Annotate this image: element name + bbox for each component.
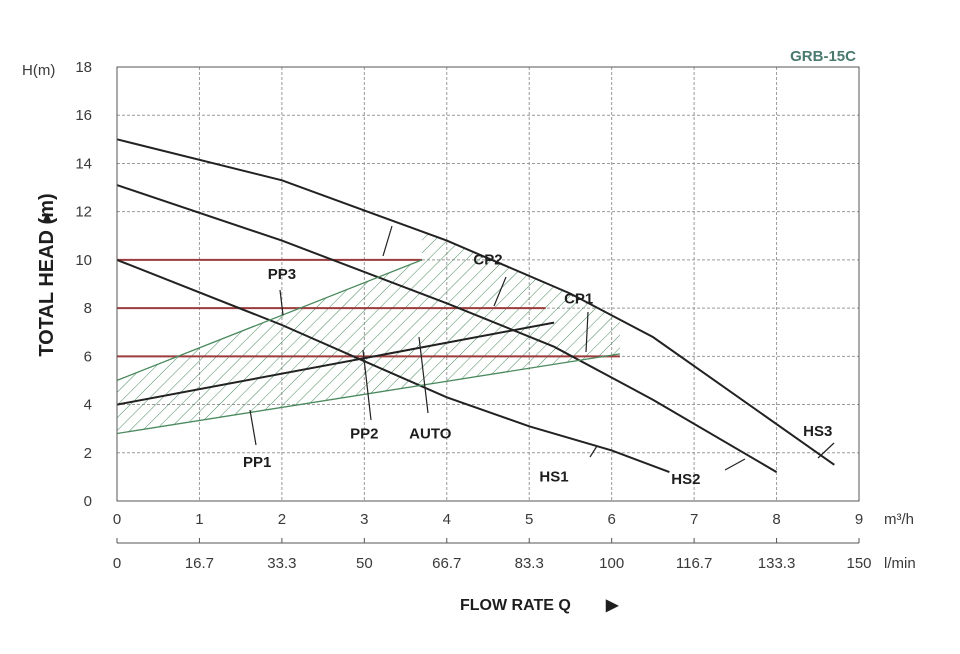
x2-tick-label: 133.3 <box>758 555 796 572</box>
hatch-region <box>117 231 620 434</box>
callout-leader-3 <box>585 311 589 353</box>
x-unit: m³/h <box>884 511 914 528</box>
x-axis-title: FLOW RATE Q <box>460 597 571 614</box>
y-tick-label: 2 <box>84 445 92 462</box>
label-pp2: PP2 <box>350 425 378 442</box>
operating-range-hatch <box>117 231 620 434</box>
x2-tick-label: 116.7 <box>676 555 712 572</box>
callout-leader-6 <box>249 409 257 446</box>
label-cp1: CP1 <box>564 290 593 307</box>
plot-frame <box>116 66 860 502</box>
y-unit: H(m) <box>22 62 55 79</box>
y-axis-title: TOTAL HEAD (m) <box>36 193 58 356</box>
curve-hs1 <box>116 258 670 474</box>
y-tick-label: 6 <box>84 348 92 365</box>
series-labels: PP3 CP2 CP1 PP2 AUTO PP1 HS1 HS2 HS3 <box>243 252 832 488</box>
callout-leader-9 <box>817 442 835 459</box>
curve-pp2 <box>116 259 423 382</box>
curve-auto <box>116 321 555 406</box>
y-tick-label: 4 <box>84 397 92 414</box>
x-tick-label: 8 <box>772 511 780 528</box>
x-tick-label: 2 <box>278 511 286 528</box>
label-pp3: PP3 <box>268 266 296 283</box>
callout-leader-5 <box>418 336 429 414</box>
x2-tick-label: 83.3 <box>515 555 544 572</box>
y-tick-label: 18 <box>75 59 92 76</box>
x-tick-label: 7 <box>690 511 698 528</box>
x-tick-label: 0 <box>113 511 121 528</box>
callout-leader-4 <box>362 349 372 421</box>
label-hs3: HS3 <box>803 423 832 440</box>
label-hs2: HS2 <box>671 471 700 488</box>
x2-tick-label: 16.7 <box>185 555 214 572</box>
x-tick-label: 1 <box>195 511 203 528</box>
x-axis-arrow: ▶ <box>605 597 619 614</box>
y-tick-label: 12 <box>75 204 92 221</box>
callout-leader-7 <box>589 445 598 458</box>
x-tick-label: 6 <box>607 511 615 528</box>
x-tick-label: 3 <box>360 511 368 528</box>
x-tick-label: 4 <box>443 511 451 528</box>
callout-leader-1 <box>279 289 284 316</box>
x2-tick-label: 33.3 <box>267 555 296 572</box>
callout-leader-2 <box>493 276 507 307</box>
y-tick-label: 10 <box>75 252 92 269</box>
constant-pressure-lines <box>117 258 620 358</box>
label-hs1: HS1 <box>539 469 568 486</box>
curve-hs3 <box>116 138 835 466</box>
x2-tick-label: 0 <box>113 555 121 572</box>
label-cp2: CP2 <box>473 252 502 269</box>
y-tick-label: 0 <box>84 493 92 510</box>
curve-hs2 <box>116 184 778 473</box>
callout-leader-0 <box>382 225 393 257</box>
x2-unit: l/min <box>884 555 916 572</box>
y-tick-label: 8 <box>84 300 92 317</box>
x-tick-label: 5 <box>525 511 533 528</box>
y-axis-arrow: ▲ <box>39 209 55 226</box>
axes <box>116 66 860 544</box>
callout-leader-8 <box>724 458 746 471</box>
x2-tick-label: 50 <box>356 555 373 572</box>
label-callouts <box>249 225 835 471</box>
chart-title: GRB-15C <box>790 48 856 65</box>
y-tick-label: 14 <box>75 155 92 172</box>
x2-tick-label: 100 <box>599 555 624 572</box>
x-tick-label: 9 <box>855 511 863 528</box>
y-tick-label: 16 <box>75 107 92 124</box>
x2-tick-label: 150 <box>846 555 871 572</box>
label-pp1: PP1 <box>243 454 271 471</box>
label-auto: AUTO <box>409 425 452 442</box>
x2-tick-label: 66.7 <box>432 555 461 572</box>
